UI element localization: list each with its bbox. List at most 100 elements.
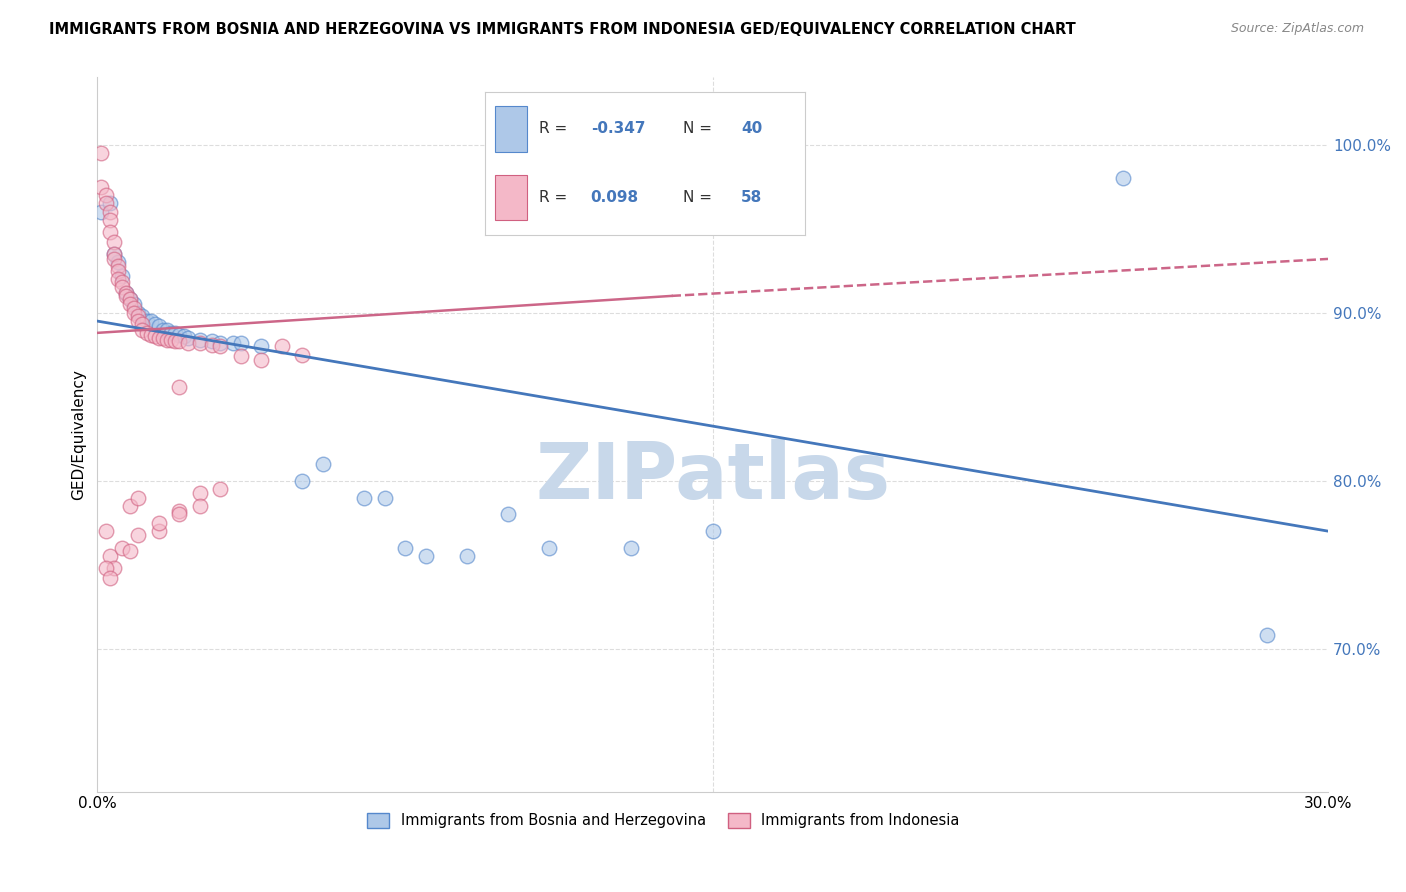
Point — [98, 225, 121, 239]
Point — [120, 499, 142, 513]
Point — [139, 327, 162, 342]
Point — [250, 352, 273, 367]
Point — [312, 457, 335, 471]
Point — [229, 350, 252, 364]
Point — [620, 541, 643, 555]
Point — [127, 527, 149, 541]
Point — [169, 504, 191, 518]
Point — [165, 334, 187, 349]
Point — [188, 333, 211, 347]
Legend: Immigrants from Bosnia and Herzegovina, Immigrants from Indonesia: Immigrants from Bosnia and Herzegovina, … — [361, 807, 966, 834]
Point — [94, 188, 117, 202]
Point — [373, 491, 395, 505]
Point — [107, 255, 129, 269]
Point — [415, 549, 437, 564]
Point — [152, 331, 174, 345]
Point — [496, 508, 519, 522]
Point — [156, 333, 179, 347]
Point — [98, 213, 121, 227]
Point — [90, 179, 112, 194]
Point — [209, 339, 232, 353]
Point — [120, 297, 142, 311]
Point — [127, 491, 149, 505]
Point — [120, 292, 142, 306]
Point — [201, 337, 224, 351]
Point — [120, 292, 142, 306]
Point — [94, 196, 117, 211]
Text: IMMIGRANTS FROM BOSNIA AND HERZEGOVINA VS IMMIGRANTS FROM INDONESIA GED/EQUIVALE: IMMIGRANTS FROM BOSNIA AND HERZEGOVINA V… — [49, 22, 1076, 37]
Point — [291, 348, 314, 362]
Point — [103, 235, 125, 249]
Point — [188, 499, 211, 513]
Point — [229, 335, 252, 350]
Point — [176, 331, 198, 345]
Point — [120, 544, 142, 558]
Point — [124, 301, 146, 315]
Point — [115, 285, 138, 300]
Point — [90, 146, 112, 161]
Point — [94, 561, 117, 575]
Point — [127, 314, 149, 328]
Point — [143, 329, 166, 343]
Point — [107, 263, 129, 277]
Point — [103, 252, 125, 266]
Point — [124, 297, 146, 311]
Point — [169, 334, 191, 349]
Point — [165, 326, 187, 340]
Point — [222, 335, 245, 350]
Point — [127, 306, 149, 320]
Point — [98, 549, 121, 564]
Point — [131, 322, 153, 336]
Point — [115, 289, 138, 303]
Point — [291, 474, 314, 488]
Point — [173, 329, 195, 343]
Point — [156, 322, 179, 336]
Text: ZIPatlas: ZIPatlas — [536, 440, 890, 516]
Point — [188, 485, 211, 500]
Point — [103, 247, 125, 261]
Point — [115, 285, 138, 300]
Point — [143, 318, 166, 332]
Point — [1112, 171, 1135, 186]
Point — [111, 280, 134, 294]
Point — [160, 326, 183, 340]
Point — [394, 541, 416, 555]
Point — [209, 335, 232, 350]
Point — [107, 259, 129, 273]
Point — [160, 333, 183, 347]
Point — [209, 482, 232, 496]
Point — [169, 327, 191, 342]
Point — [131, 318, 153, 332]
Point — [90, 205, 112, 219]
Point — [103, 247, 125, 261]
Point — [148, 524, 170, 538]
Point — [98, 571, 121, 585]
Point — [353, 491, 375, 505]
Point — [111, 268, 134, 283]
Point — [124, 306, 146, 320]
Y-axis label: GED/Equivalency: GED/Equivalency — [72, 369, 86, 500]
Point — [169, 508, 191, 522]
Text: Source: ZipAtlas.com: Source: ZipAtlas.com — [1230, 22, 1364, 36]
Point — [148, 331, 170, 345]
Point — [131, 309, 153, 323]
Point — [98, 196, 121, 211]
Point — [111, 276, 134, 290]
Point — [537, 541, 560, 555]
Point — [127, 309, 149, 323]
Point — [152, 322, 174, 336]
Point — [135, 314, 157, 328]
Point — [702, 524, 724, 538]
Point — [107, 272, 129, 286]
Point — [201, 334, 224, 349]
Point — [188, 335, 211, 350]
Point — [169, 379, 191, 393]
Point — [1256, 628, 1278, 642]
Point — [111, 541, 134, 555]
Point — [94, 524, 117, 538]
Point — [456, 549, 478, 564]
Point — [148, 516, 170, 530]
Point — [135, 326, 157, 340]
Point — [148, 319, 170, 334]
Point — [98, 205, 121, 219]
